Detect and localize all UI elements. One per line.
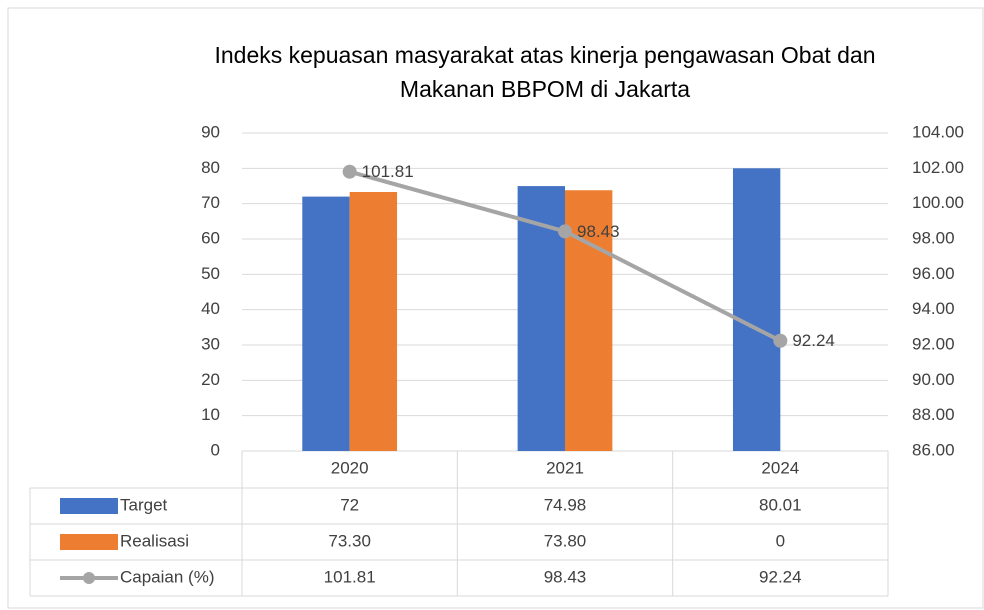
bar xyxy=(302,196,350,451)
y-tick-label: 0 xyxy=(211,440,220,459)
y-tick-label: 10 xyxy=(201,405,220,424)
data-label: 98.43 xyxy=(577,222,620,241)
y2-tick-label: 90.00 xyxy=(912,370,955,389)
line-marker xyxy=(773,333,788,348)
table-value: 0 xyxy=(776,531,785,550)
y2-tick-label: 98.00 xyxy=(912,228,955,247)
y-tick-label: 90 xyxy=(201,122,220,141)
y2-tick-label: 96.00 xyxy=(912,264,955,283)
legend-label: Target xyxy=(120,495,168,514)
y2-tick-label: 100.00 xyxy=(912,193,964,212)
bar xyxy=(732,168,781,451)
legend-marker xyxy=(83,572,95,584)
bar xyxy=(349,192,398,452)
y-tick-label: 80 xyxy=(201,158,220,177)
y-tick-label: 60 xyxy=(201,228,220,247)
y2-tick-label: 94.00 xyxy=(912,299,955,318)
x-tick-label: 2021 xyxy=(546,458,584,477)
table-value: 92.24 xyxy=(759,567,802,586)
legend-label: Realisasi xyxy=(120,531,189,550)
y-tick-label: 40 xyxy=(201,299,220,318)
table-value: 72 xyxy=(340,495,359,514)
y-tick-label: 70 xyxy=(201,193,220,212)
line-marker xyxy=(342,164,357,179)
data-label: 92.24 xyxy=(792,331,835,350)
y2-tick-label: 86.00 xyxy=(912,440,955,459)
legend-label: Capaian (%) xyxy=(120,567,215,586)
table-value: 98.43 xyxy=(544,567,587,586)
table-value: 101.81 xyxy=(324,567,376,586)
table-value: 73.30 xyxy=(328,531,371,550)
legend-swatch xyxy=(60,498,118,514)
data-label: 101.81 xyxy=(362,162,414,181)
x-tick-label: 2024 xyxy=(761,458,799,477)
x-tick-label: 2020 xyxy=(331,458,369,477)
y-tick-label: 50 xyxy=(201,264,220,283)
y-tick-label: 20 xyxy=(201,370,220,389)
y2-tick-label: 92.00 xyxy=(912,334,955,353)
table-value: 74.98 xyxy=(544,495,587,514)
chart-frame xyxy=(7,7,984,609)
y2-tick-label: 102.00 xyxy=(912,158,964,177)
chart-title: Indeks kepuasan masyarakat atas kinerja … xyxy=(214,42,876,102)
legend-swatch xyxy=(60,534,118,550)
line-marker xyxy=(558,224,572,239)
table-value: 73.80 xyxy=(544,531,587,550)
y-tick-label: 30 xyxy=(201,334,220,353)
y2-tick-label: 104.00 xyxy=(912,122,964,141)
y2-tick-label: 88.00 xyxy=(912,405,955,424)
table-value: 80.01 xyxy=(759,495,802,514)
